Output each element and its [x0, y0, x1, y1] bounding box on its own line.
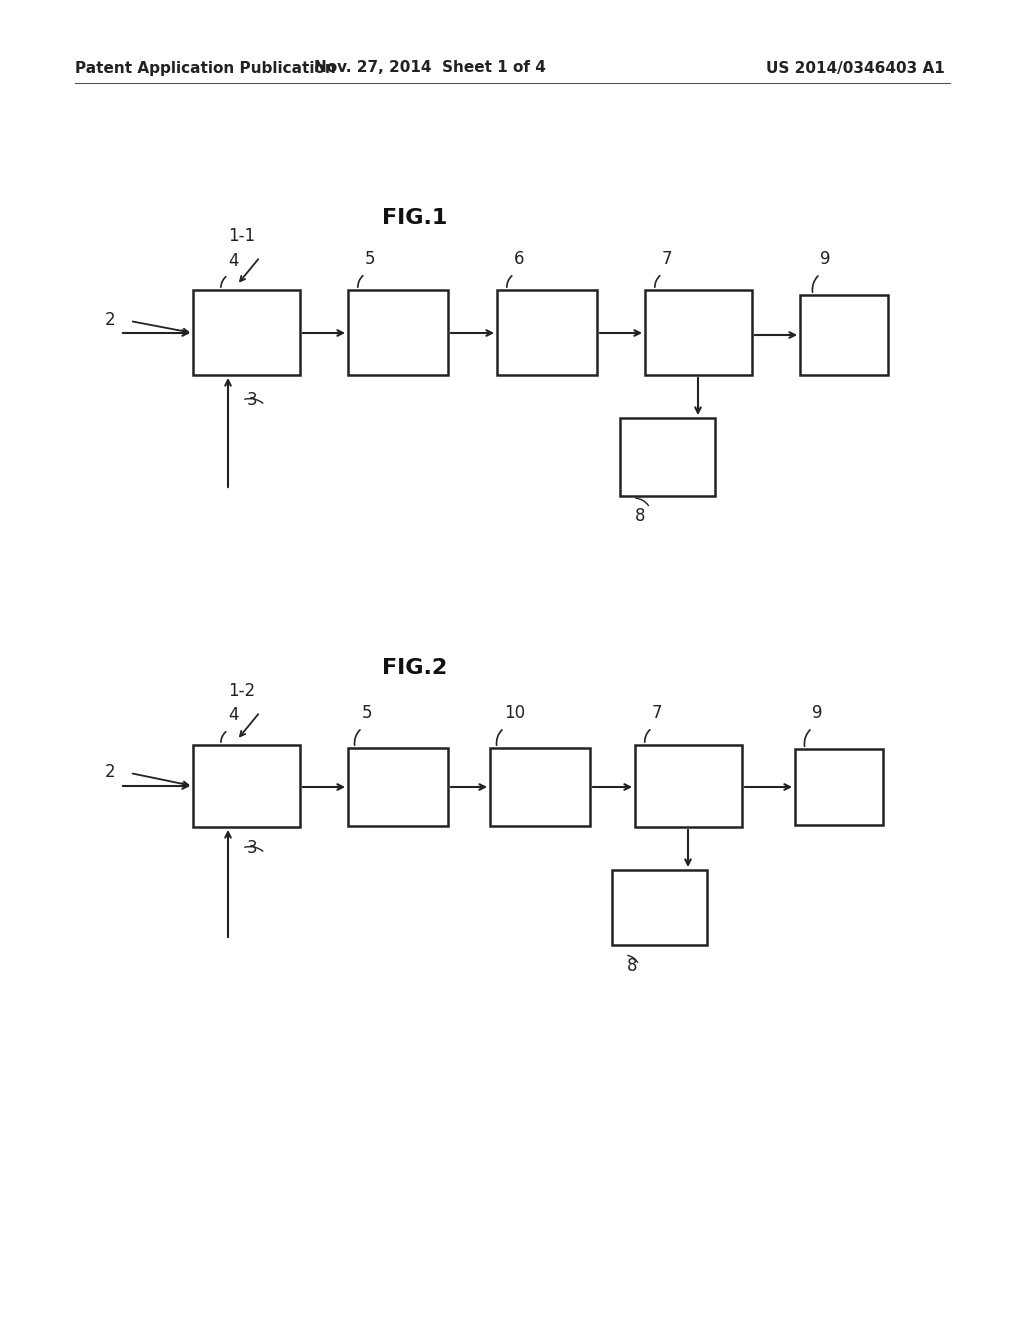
Text: 7: 7	[652, 704, 663, 722]
Text: FIG.2: FIG.2	[382, 657, 447, 678]
Bar	[497, 290, 597, 375]
Text: 6: 6	[514, 249, 524, 268]
Text: 2: 2	[104, 312, 115, 329]
Text: 8: 8	[627, 957, 638, 975]
Bar	[348, 290, 449, 375]
Text: US 2014/0346403 A1: US 2014/0346403 A1	[766, 61, 944, 75]
Bar	[193, 290, 300, 375]
Text: 8: 8	[635, 507, 645, 525]
Bar	[612, 870, 707, 945]
Text: 1-2: 1-2	[228, 682, 255, 700]
Bar	[620, 418, 715, 496]
Text: Patent Application Publication: Patent Application Publication	[75, 61, 336, 75]
Bar	[800, 294, 888, 375]
Text: 10: 10	[504, 704, 525, 722]
Bar	[645, 290, 752, 375]
Bar	[490, 748, 590, 826]
Text: 9: 9	[820, 249, 830, 268]
Text: 1-1: 1-1	[228, 227, 255, 246]
Text: 9: 9	[812, 704, 822, 722]
Text: 4: 4	[228, 252, 239, 271]
Text: Nov. 27, 2014  Sheet 1 of 4: Nov. 27, 2014 Sheet 1 of 4	[314, 61, 546, 75]
Text: 4: 4	[228, 706, 239, 723]
Text: 3: 3	[247, 391, 258, 409]
Text: 3: 3	[247, 840, 258, 857]
Text: 7: 7	[662, 249, 673, 268]
Bar	[795, 748, 883, 825]
Text: 2: 2	[104, 763, 115, 781]
Text: 5: 5	[362, 704, 373, 722]
Bar	[348, 748, 449, 826]
Bar	[193, 744, 300, 828]
Bar	[635, 744, 742, 828]
Text: 5: 5	[365, 249, 376, 268]
Text: FIG.1: FIG.1	[382, 209, 447, 228]
